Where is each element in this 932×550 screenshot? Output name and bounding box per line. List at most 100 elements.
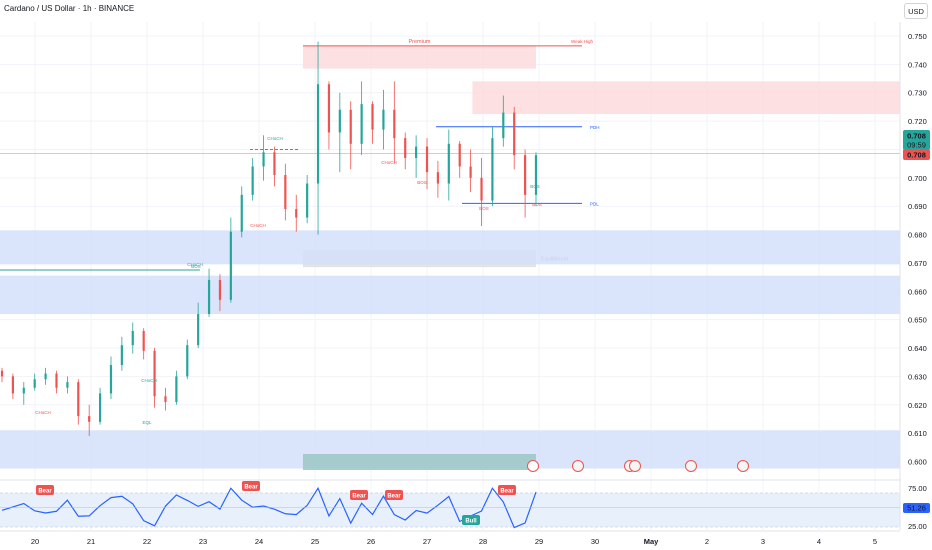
candle-body — [349, 109, 352, 144]
time-tick-label: 3 — [761, 537, 765, 546]
price-tick-label: 0.660 — [908, 287, 927, 296]
structure-label: CHoCH — [250, 223, 266, 228]
structure-label: CHoCH — [187, 262, 203, 267]
structure-label: BOS — [479, 206, 489, 211]
rsi-value-bg — [903, 503, 930, 513]
candle-body — [316, 84, 320, 184]
rsi-tag-label: Bear — [387, 494, 401, 500]
event-marker — [737, 460, 749, 472]
time-tick-label: May — [644, 537, 659, 546]
price-tick-label: 0.640 — [908, 344, 927, 353]
candle-body — [524, 155, 527, 195]
candle-body — [66, 382, 69, 388]
candle-body — [164, 396, 167, 402]
rsi-tag-label: Bull — [465, 519, 477, 525]
bos-label: BOS — [191, 264, 201, 269]
event-marker — [572, 460, 584, 472]
time-tick-label: 28 — [479, 537, 487, 546]
pdh-label: PDH — [590, 125, 600, 130]
premium-label: Premium — [408, 39, 430, 45]
time-tick-label: 2 — [705, 537, 709, 546]
structure-label: CHoCH — [35, 410, 51, 415]
weak-high-label: Weak High — [571, 39, 593, 44]
rsi-tag-bg — [462, 515, 480, 525]
close-price-label: 0.708 — [907, 151, 926, 160]
time-tick-label: 23 — [199, 537, 207, 546]
structure-label: EQL — [142, 420, 152, 425]
price-tick-label: 0.620 — [908, 401, 927, 410]
candle-body — [33, 379, 36, 388]
candle-body — [207, 279, 211, 314]
rsi-value: 51.26 — [907, 504, 926, 513]
time-tick-label: 25 — [311, 537, 319, 546]
candle-body — [77, 382, 80, 417]
candle-body — [513, 112, 516, 156]
rsi-tag-bg — [242, 481, 260, 491]
candle-body — [491, 138, 494, 201]
time-tick-label: 20 — [31, 537, 39, 546]
candle-body — [98, 393, 102, 422]
price-tick-label: 0.730 — [908, 89, 927, 98]
candle-body — [327, 84, 331, 133]
candle-body — [0, 370, 4, 377]
candle-body — [11, 376, 14, 394]
structure-label: BOS — [417, 180, 427, 185]
rsi-tick-label: 25.00 — [908, 522, 927, 531]
time-tick-label: 27 — [423, 537, 431, 546]
structure-label: CHoCH — [141, 378, 157, 383]
close-price-bg — [903, 149, 930, 160]
rsi-tick-label: 75.00 — [908, 484, 927, 493]
last-price-label: 0.708 — [907, 132, 926, 141]
time-axis[interactable]: 20 21 22 23 24 25 26 27 28 29 30 May 2 3 4 5 — [0, 530, 900, 546]
candle-body — [55, 373, 58, 388]
candle-body — [480, 177, 483, 201]
candle-body — [360, 104, 363, 144]
candle-body — [404, 138, 407, 158]
candle-body — [273, 152, 276, 175]
discount-box — [303, 454, 536, 470]
currency-button[interactable]: USD — [904, 3, 928, 19]
rsi-tag-label: Bear — [244, 485, 258, 491]
zone-5 — [0, 275, 900, 314]
zone-0 — [303, 45, 536, 69]
candle-body — [502, 112, 505, 139]
zone-2 — [472, 81, 900, 115]
candle-body — [469, 166, 472, 178]
candle-body — [382, 109, 385, 130]
price-tick-label: 0.610 — [908, 429, 927, 438]
candle-body — [175, 376, 178, 402]
price-tick-label: 0.720 — [908, 117, 927, 126]
levels: PDH PDL BOS — [0, 125, 900, 271]
candle-body — [251, 166, 254, 195]
candle-body — [436, 172, 440, 184]
time-tick-label: 24 — [255, 537, 263, 546]
rsi-tag-label: Bear — [38, 489, 52, 495]
candle-body — [197, 313, 200, 346]
price-tick-label: 0.650 — [908, 316, 927, 325]
candle-body — [229, 231, 232, 300]
candles — [0, 41, 538, 436]
structure-label: CHoCH — [267, 136, 283, 141]
event-marker — [527, 460, 539, 472]
candle-body — [142, 331, 145, 351]
candle-body — [458, 143, 461, 167]
event-marker — [629, 460, 641, 472]
rsi-tag-bg — [350, 490, 368, 500]
candle-body — [447, 143, 450, 184]
zone-4 — [0, 230, 900, 265]
pdl-label: PDL — [590, 201, 599, 206]
candle-body — [153, 350, 156, 397]
candle-body — [295, 209, 298, 218]
rsi-panel: Bear Bear Bear Bear Bear Bull 51.26 — [0, 479, 930, 529]
structure-label: BOS — [532, 202, 542, 207]
candle-body — [338, 109, 341, 133]
annotations: CHoCHCHoCHCHoCHEQLCHoCHBOSCHoCHCHoCHBOSB… — [35, 136, 749, 472]
price-tick-label: 0.740 — [908, 60, 927, 69]
chart-title: Cardano / US Dollar · 1h · BINANCE — [4, 4, 135, 13]
price-axis[interactable]: 0.7500.7400.7300.7200.7100.7000.6900.680… — [899, 22, 930, 531]
rsi-tag-label: Bear — [500, 489, 514, 495]
candle-body — [393, 109, 396, 139]
candle-body — [22, 387, 25, 394]
